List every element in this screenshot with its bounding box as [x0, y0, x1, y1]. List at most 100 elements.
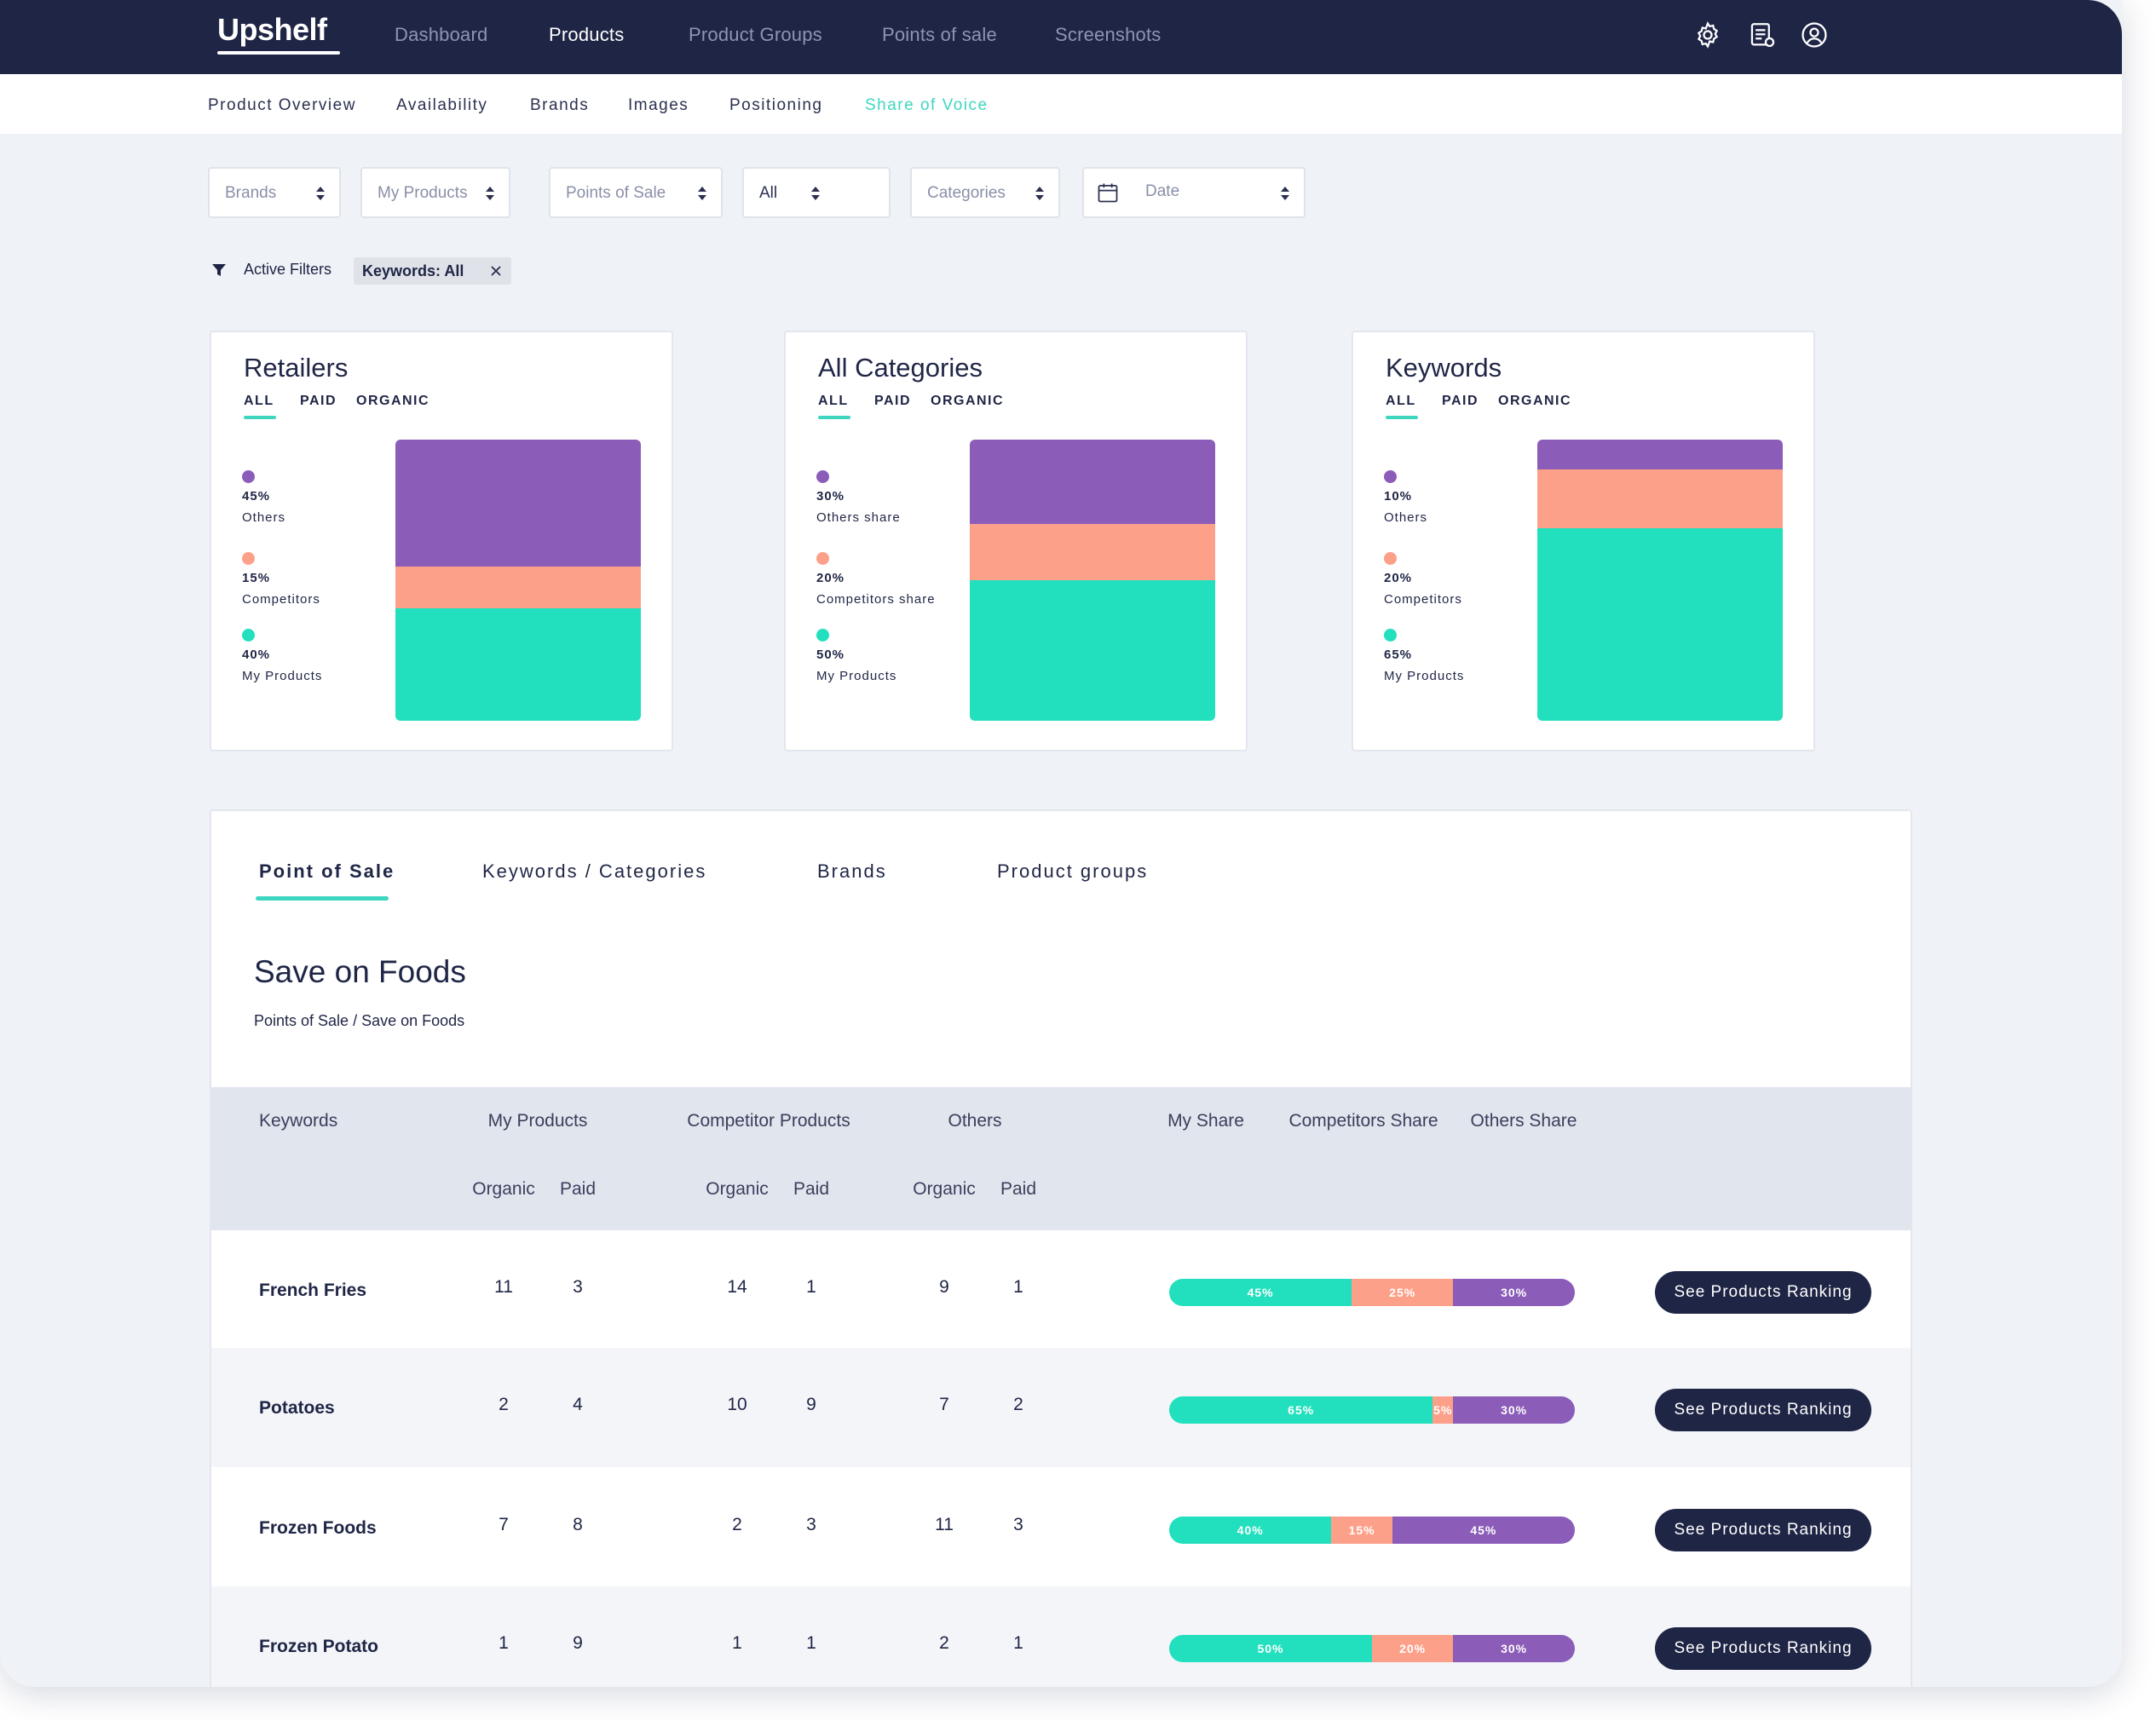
card-tab-organic[interactable]: ORGANIC [356, 394, 430, 408]
legend-value: 45% [242, 489, 271, 504]
count-cell: 7 [939, 1395, 949, 1414]
count-cell: 1 [499, 1633, 509, 1653]
card-tab-paid[interactable]: PAID [1442, 394, 1479, 408]
count-cell: 2 [732, 1515, 742, 1534]
brands-select-label: Brands [225, 184, 277, 202]
keyword-cell: French Fries [259, 1281, 367, 1300]
account-icon[interactable] [1800, 20, 1829, 49]
legend-label: Competitors [1384, 592, 1462, 607]
card-tab-organic[interactable]: ORGANIC [931, 394, 1005, 408]
count-cell: 14 [727, 1277, 747, 1297]
points-of-sale-select[interactable]: Points of Sale [549, 167, 723, 218]
tab-brands[interactable]: Brands [817, 860, 887, 882]
nav-product-groups[interactable]: Product Groups [689, 24, 822, 45]
app-logo[interactable]: Upshelf [217, 12, 327, 47]
legend-dot [1384, 552, 1397, 565]
card-tab-all[interactable]: ALL [818, 394, 849, 408]
tab-point-of-sale[interactable]: Point of Sale [259, 860, 395, 882]
my-products-select[interactable]: My Products [360, 167, 510, 218]
nav-points-of-sale[interactable]: Points of sale [882, 24, 997, 45]
subnav-product-overview[interactable]: Product Overview [208, 96, 356, 114]
date-select-label: Date [1145, 182, 1180, 200]
legend-dot [1384, 629, 1397, 642]
legend-dot [1384, 470, 1397, 483]
date-select[interactable]: Date [1130, 167, 1306, 218]
settings-icon[interactable] [1693, 20, 1722, 49]
stack-segment [970, 440, 1215, 524]
card-tab-paid[interactable]: PAID [300, 394, 337, 408]
categories-select[interactable]: Categories [910, 167, 1060, 218]
subnav-share-of-voice[interactable]: Share of Voice [865, 96, 989, 114]
header-my-products: My Products [487, 1111, 588, 1131]
calendar-icon[interactable] [1082, 167, 1132, 218]
all-select-label: All [759, 184, 778, 202]
header-others: Others [948, 1111, 1002, 1131]
count-cell: 2 [939, 1633, 949, 1653]
tab-keywords-categories[interactable]: Keywords / Categories [482, 860, 707, 882]
sort-arrows-icon [1281, 187, 1289, 200]
share-segment: 30% [1453, 1396, 1575, 1424]
filter-chip-label: Keywords: All [362, 262, 464, 279]
sort-arrows-icon [698, 187, 706, 200]
card-tab-all[interactable]: ALL [244, 394, 274, 408]
top-navigation: Upshelf Dashboard Products Product Group… [0, 0, 2122, 74]
share-segment: 40% [1169, 1517, 1332, 1544]
share-segment: 5% [1433, 1396, 1454, 1424]
legend-dot [816, 552, 829, 565]
card-title: Keywords [1386, 353, 1502, 383]
card-tab-all[interactable]: ALL [1386, 394, 1416, 408]
legend-value: 10% [1384, 489, 1413, 504]
breadcrumb[interactable]: Points of Sale / Save on Foods [254, 1012, 465, 1029]
card-tab-indicator [818, 416, 850, 419]
count-cell: 9 [939, 1277, 949, 1297]
close-icon[interactable] [489, 264, 503, 278]
legend-label: My Products [242, 669, 323, 683]
header-competitors-share: Competitors Share [1288, 1111, 1438, 1131]
stacked-share-bar [970, 440, 1215, 721]
brands-select[interactable]: Brands [208, 167, 341, 218]
subnav-availability[interactable]: Availability [396, 96, 488, 114]
card-tab-paid[interactable]: PAID [874, 394, 912, 408]
stacked-share-bar [395, 440, 641, 721]
subnav-brands[interactable]: Brands [530, 96, 590, 114]
table-row: Frozen Foods 7 8 2 3 11 3 40% 15% 45% See Products… [211, 1468, 1911, 1587]
legend-label: Competitors share [816, 592, 936, 607]
all-categories-card: All Categories ALL PAID ORGANIC 30% Others sh… [784, 331, 1248, 751]
share-segment: 25% [1352, 1279, 1454, 1306]
see-products-ranking-button[interactable]: See Products Ranking [1655, 1271, 1871, 1314]
tab-product-groups[interactable]: Product groups [997, 860, 1149, 882]
share-segment: 45% [1392, 1517, 1575, 1544]
share-segment: 50% [1169, 1635, 1372, 1662]
header-competitor-products: Competitor Products [687, 1111, 850, 1131]
legend-dot [242, 552, 255, 565]
nav-screenshots[interactable]: Screenshots [1055, 24, 1162, 45]
stack-segment [1537, 469, 1783, 529]
categories-select-label: Categories [927, 184, 1006, 202]
legend-value: 65% [1384, 648, 1413, 662]
share-segment: 30% [1453, 1279, 1575, 1306]
card-tab-organic[interactable]: ORGANIC [1498, 394, 1572, 408]
header-others-share: Others Share [1470, 1111, 1577, 1131]
subnav-images[interactable]: Images [628, 96, 689, 114]
see-products-ranking-button[interactable]: See Products Ranking [1655, 1389, 1871, 1431]
sort-arrows-icon [811, 187, 820, 200]
all-select[interactable]: All [742, 167, 891, 218]
see-products-ranking-button[interactable]: See Products Ranking [1655, 1509, 1871, 1551]
stack-segment [970, 580, 1215, 721]
legend-label: My Products [816, 669, 897, 683]
nav-dashboard[interactable]: Dashboard [395, 24, 488, 45]
header-comp-paid: Paid [793, 1179, 830, 1199]
subnav-positioning[interactable]: Positioning [729, 96, 823, 114]
see-products-ranking-button[interactable]: See Products Ranking [1655, 1627, 1871, 1670]
legend-label: Others [242, 510, 286, 525]
count-cell: 11 [935, 1515, 954, 1534]
nav-products[interactable]: Products [549, 24, 625, 45]
header-keywords: Keywords [259, 1111, 338, 1131]
report-icon[interactable] [1748, 20, 1777, 49]
count-cell: 1 [806, 1633, 816, 1653]
share-segment: 30% [1453, 1635, 1575, 1662]
header-my-organic: Organic [472, 1179, 535, 1199]
count-cell: 2 [499, 1395, 509, 1414]
keyword-cell: Frozen Foods [259, 1518, 377, 1538]
stack-segment [1537, 528, 1783, 721]
